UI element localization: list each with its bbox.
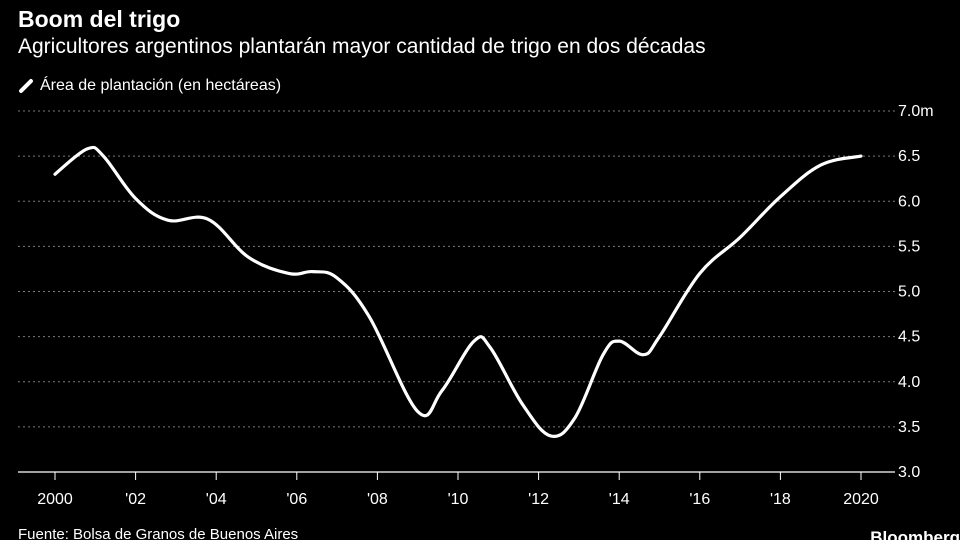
y-tick-label: 6.0 [898, 193, 920, 210]
y-tick-label: 3.0 [898, 464, 920, 481]
y-tick-label: 3.5 [898, 419, 920, 436]
chart-title: Boom del trigo [18, 6, 181, 32]
x-tick-label: '16 [689, 491, 710, 508]
x-tick-label: '12 [528, 491, 549, 508]
x-tick-label: '14 [609, 491, 630, 508]
x-tick-label: '10 [448, 491, 469, 508]
x-tick-label: '18 [770, 491, 791, 508]
x-tick-label: '08 [367, 491, 388, 508]
brand-logo-text: Bloomberg [870, 528, 960, 540]
legend: Área de plantación (en hectáreas) [18, 77, 281, 95]
y-tick-label: 4.0 [898, 374, 920, 391]
source-note: Fuente: Bolsa de Granos de Buenos Aires [18, 526, 299, 540]
y-tick-label: 5.0 [898, 284, 920, 301]
y-tick-label: 7.0m [898, 103, 934, 120]
y-tick-label: 4.5 [898, 329, 920, 346]
x-tick-label: 2020 [843, 491, 879, 508]
chart-subtitle: Agricultores argentinos plantarán mayor … [18, 35, 706, 58]
x-tick-label: 2000 [37, 491, 73, 508]
legend-label: Área de plantación (en hectáreas) [40, 77, 282, 94]
y-tick-label: 6.5 [898, 148, 920, 165]
y-tick-label: 5.5 [898, 238, 920, 255]
series-line-planting-area [53, 145, 863, 439]
x-tick-label: '06 [286, 491, 307, 508]
x-tick-label: '04 [206, 491, 227, 508]
x-tick-label: '02 [125, 491, 146, 508]
